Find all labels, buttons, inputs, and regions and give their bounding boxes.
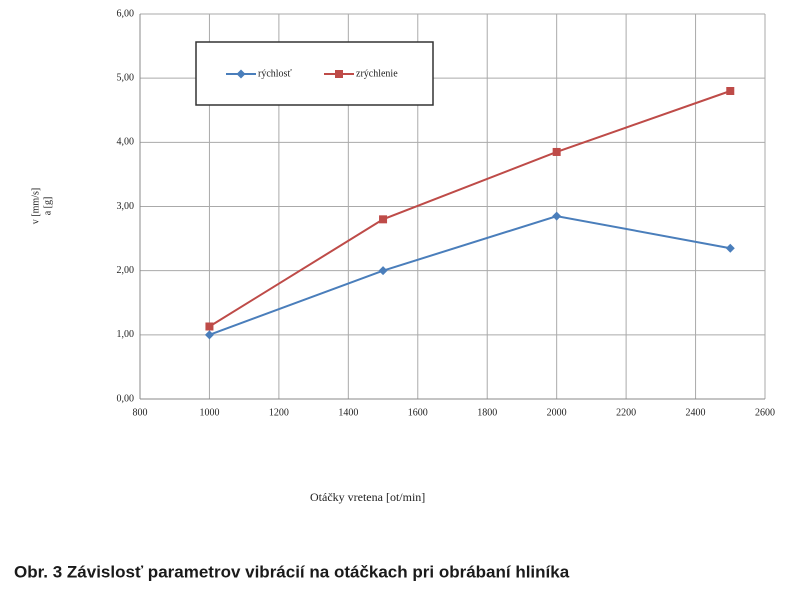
y-axis-label: a [g]: [42, 197, 53, 216]
legend-marker: [335, 70, 343, 78]
y-tick-label: 1,00: [117, 329, 135, 340]
x-tick-label: 2000: [547, 407, 567, 418]
data-point: [205, 322, 214, 331]
x-tick-label: 1400: [338, 407, 358, 418]
legend-marker: [236, 69, 246, 79]
y-axis-label: v [mm/s]: [30, 188, 41, 224]
y-tick-label: 6,00: [117, 8, 135, 19]
x-tick-label: 800: [133, 407, 148, 418]
x-axis-label: Otáčky vretena [ot/min]: [310, 490, 425, 504]
x-tick-label: 1600: [408, 407, 428, 418]
y-tick-label: 0,00: [117, 393, 135, 404]
y-tick-label: 5,00: [117, 72, 135, 83]
y-tick-label: 2,00: [117, 265, 135, 276]
legend-label: zrýchlenie: [356, 68, 398, 79]
data-point: [725, 243, 735, 253]
data-point: [552, 147, 561, 156]
series-line: [208, 90, 731, 328]
x-tick-label: 2200: [616, 407, 636, 418]
data-point: [379, 215, 388, 224]
x-tick-label: 1000: [199, 407, 219, 418]
x-tick-label: 2600: [755, 407, 775, 418]
y-axis-label-group: v [mm/s] a [g]: [30, 188, 53, 224]
data-point: [204, 330, 214, 340]
y-tick-label: 4,00: [117, 137, 135, 148]
y-tick-label: 3,00: [117, 201, 135, 212]
data-point: [378, 266, 388, 276]
x-tick-label: 2400: [686, 407, 706, 418]
series-line: [209, 215, 731, 336]
legend-label: rýchlosť: [258, 68, 292, 79]
data-point: [552, 211, 562, 221]
caption: Obr. 3 Závislosť parametrov vibrácií na …: [14, 562, 570, 581]
data-point: [726, 87, 735, 95]
x-tick-label: 1200: [269, 407, 289, 418]
x-tick-label: 1800: [477, 407, 497, 418]
